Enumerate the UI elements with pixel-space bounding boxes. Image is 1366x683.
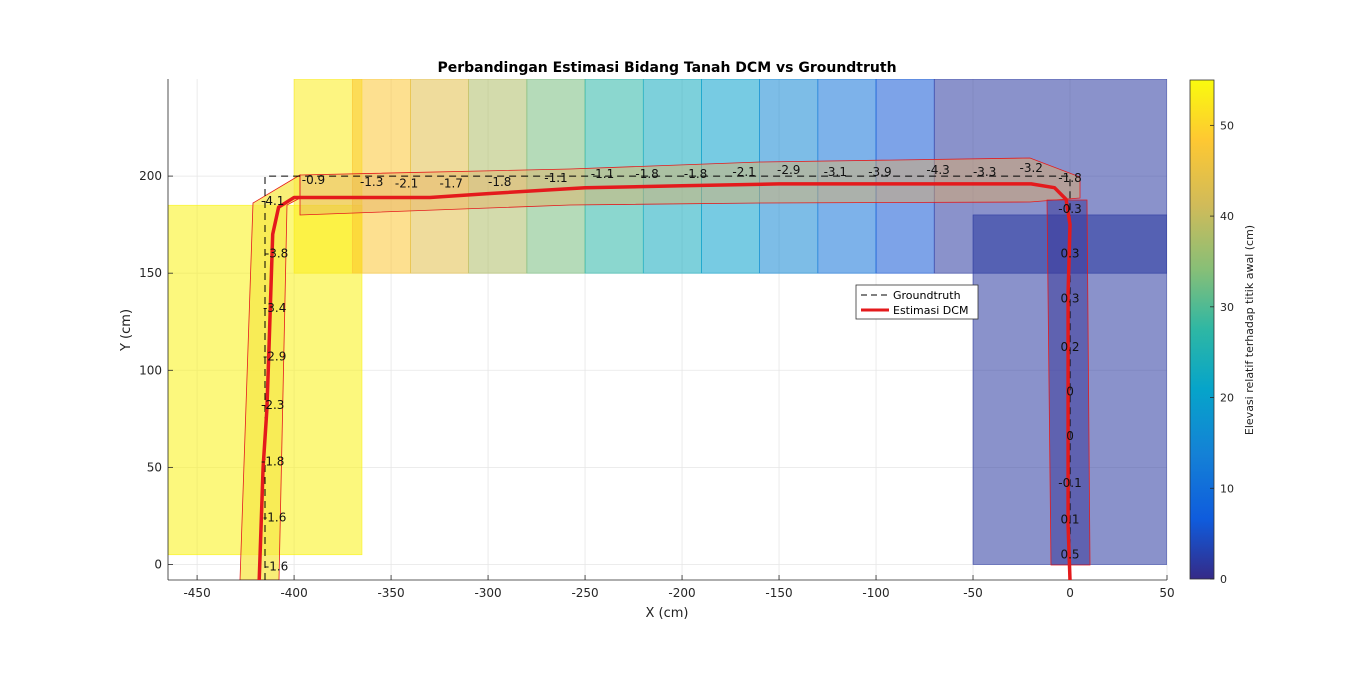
segment-label: 0.3 (1060, 247, 1079, 261)
axes: -450 -400 -350 -300 -250 -200 -150 -100 -50 0 50 0 5… (139, 79, 1175, 600)
y-tick-label: 200 (139, 169, 162, 183)
x-axis-label: X (cm) (646, 606, 689, 621)
y-tick-label: 150 (139, 266, 162, 280)
x-tick-label: -300 (474, 586, 501, 600)
colorbar-gradient (1189, 79, 1215, 580)
colorbar-tick-label: 20 (1220, 392, 1234, 405)
segment-label: 0.5 (1060, 548, 1079, 562)
colorbar-ticks: 0 10 20 30 40 50 (1210, 119, 1234, 586)
legend-groundtruth-label: Groundtruth (893, 289, 961, 302)
segment-label: -1.6 (263, 511, 286, 525)
x-tick-label: -350 (377, 586, 404, 600)
segment-label: -4.3 (926, 163, 949, 177)
x-tick-label: -200 (668, 586, 695, 600)
x-tick-label: -450 (183, 586, 210, 600)
segment-label: -3.2 (1020, 161, 1043, 175)
segment-label: -1.1 (544, 171, 567, 185)
legend-box (855, 284, 979, 320)
segment-label: 0 (1066, 429, 1074, 443)
y-axis-label: Y (cm) (119, 309, 134, 352)
segment-label: -0.3 (1058, 202, 1081, 216)
segment-label: -1.8 (261, 454, 284, 468)
segment-label: 0.1 (1060, 513, 1079, 527)
y-tick-label: 0 (154, 557, 162, 571)
legend-estimasi-label: Estimasi DCM (893, 304, 968, 317)
segment-label: -1.6 (265, 559, 288, 573)
segment-label: -3.1 (824, 165, 847, 179)
segment-label: 0.3 (1060, 291, 1079, 305)
segment-label: -3.3 (973, 165, 996, 179)
segment-label: 0 (1066, 385, 1074, 399)
colorbar-label: Elevasi relatif terhadap titik awal (cm) (1243, 225, 1256, 435)
segment-label: 0.2 (1060, 340, 1079, 354)
x-tick-label: -250 (571, 586, 598, 600)
segment-label: -3.4 (263, 301, 286, 315)
segment-label: -0.1 (1058, 476, 1081, 490)
colorbar-tick-label: 30 (1220, 301, 1234, 314)
segment-label: -1.8 (684, 167, 707, 181)
segment-label: -2.1 (395, 177, 418, 191)
x-tick-label: 0 (1066, 586, 1074, 600)
segment-label: -1.8 (635, 167, 658, 181)
segment-label: -1.8 (1058, 171, 1081, 185)
segment-label: -1.7 (440, 177, 463, 191)
colorbar-tick-label: 40 (1220, 210, 1234, 223)
colorbar-tick-label: 10 (1220, 482, 1234, 495)
x-tick-label: 50 (1159, 586, 1174, 600)
segment-label: -1.8 (488, 175, 511, 189)
segment-label: -2.3 (261, 398, 284, 412)
series-estimasi-dcm (257, 182, 1072, 580)
segment-label: -0.9 (302, 173, 325, 187)
legend: Groundtruth Estimasi DCM (855, 284, 979, 320)
segment-label: -4.1 (261, 194, 284, 208)
segment-labels: -1.6 -1.6 -1.8 -2.3 -2.9 -3.4 -3.8 -4.1 -0.9 -1.3… (261, 161, 1082, 573)
y-tick-label: 100 (139, 363, 162, 377)
segment-label: -2.9 (263, 350, 286, 364)
colorbar: 0 10 20 30 40 50 Elevasi relatif terhadap tit… (1189, 79, 1256, 586)
x-tick-label: -50 (963, 586, 983, 600)
colorbar-tick-label: 0 (1220, 573, 1227, 586)
series-groundtruth (264, 175, 1071, 580)
x-tick-label: -150 (765, 586, 792, 600)
segment-label: -2.1 (732, 165, 755, 179)
segment-label: -3.9 (868, 165, 891, 179)
segment-label: -1.3 (360, 175, 383, 189)
segment-label: -3.8 (265, 247, 288, 261)
segment-label: -1.1 (591, 167, 614, 181)
chart-title: Perbandingan Estimasi Bidang Tanah DCM v… (437, 60, 896, 76)
series (257, 175, 1072, 580)
y-tick-label: 50 (147, 460, 162, 474)
segment-label: -2.9 (777, 163, 800, 177)
x-tick-label: -100 (862, 586, 889, 600)
x-tick-label: -400 (280, 586, 307, 600)
colorbar-tick-label: 50 (1220, 119, 1234, 132)
